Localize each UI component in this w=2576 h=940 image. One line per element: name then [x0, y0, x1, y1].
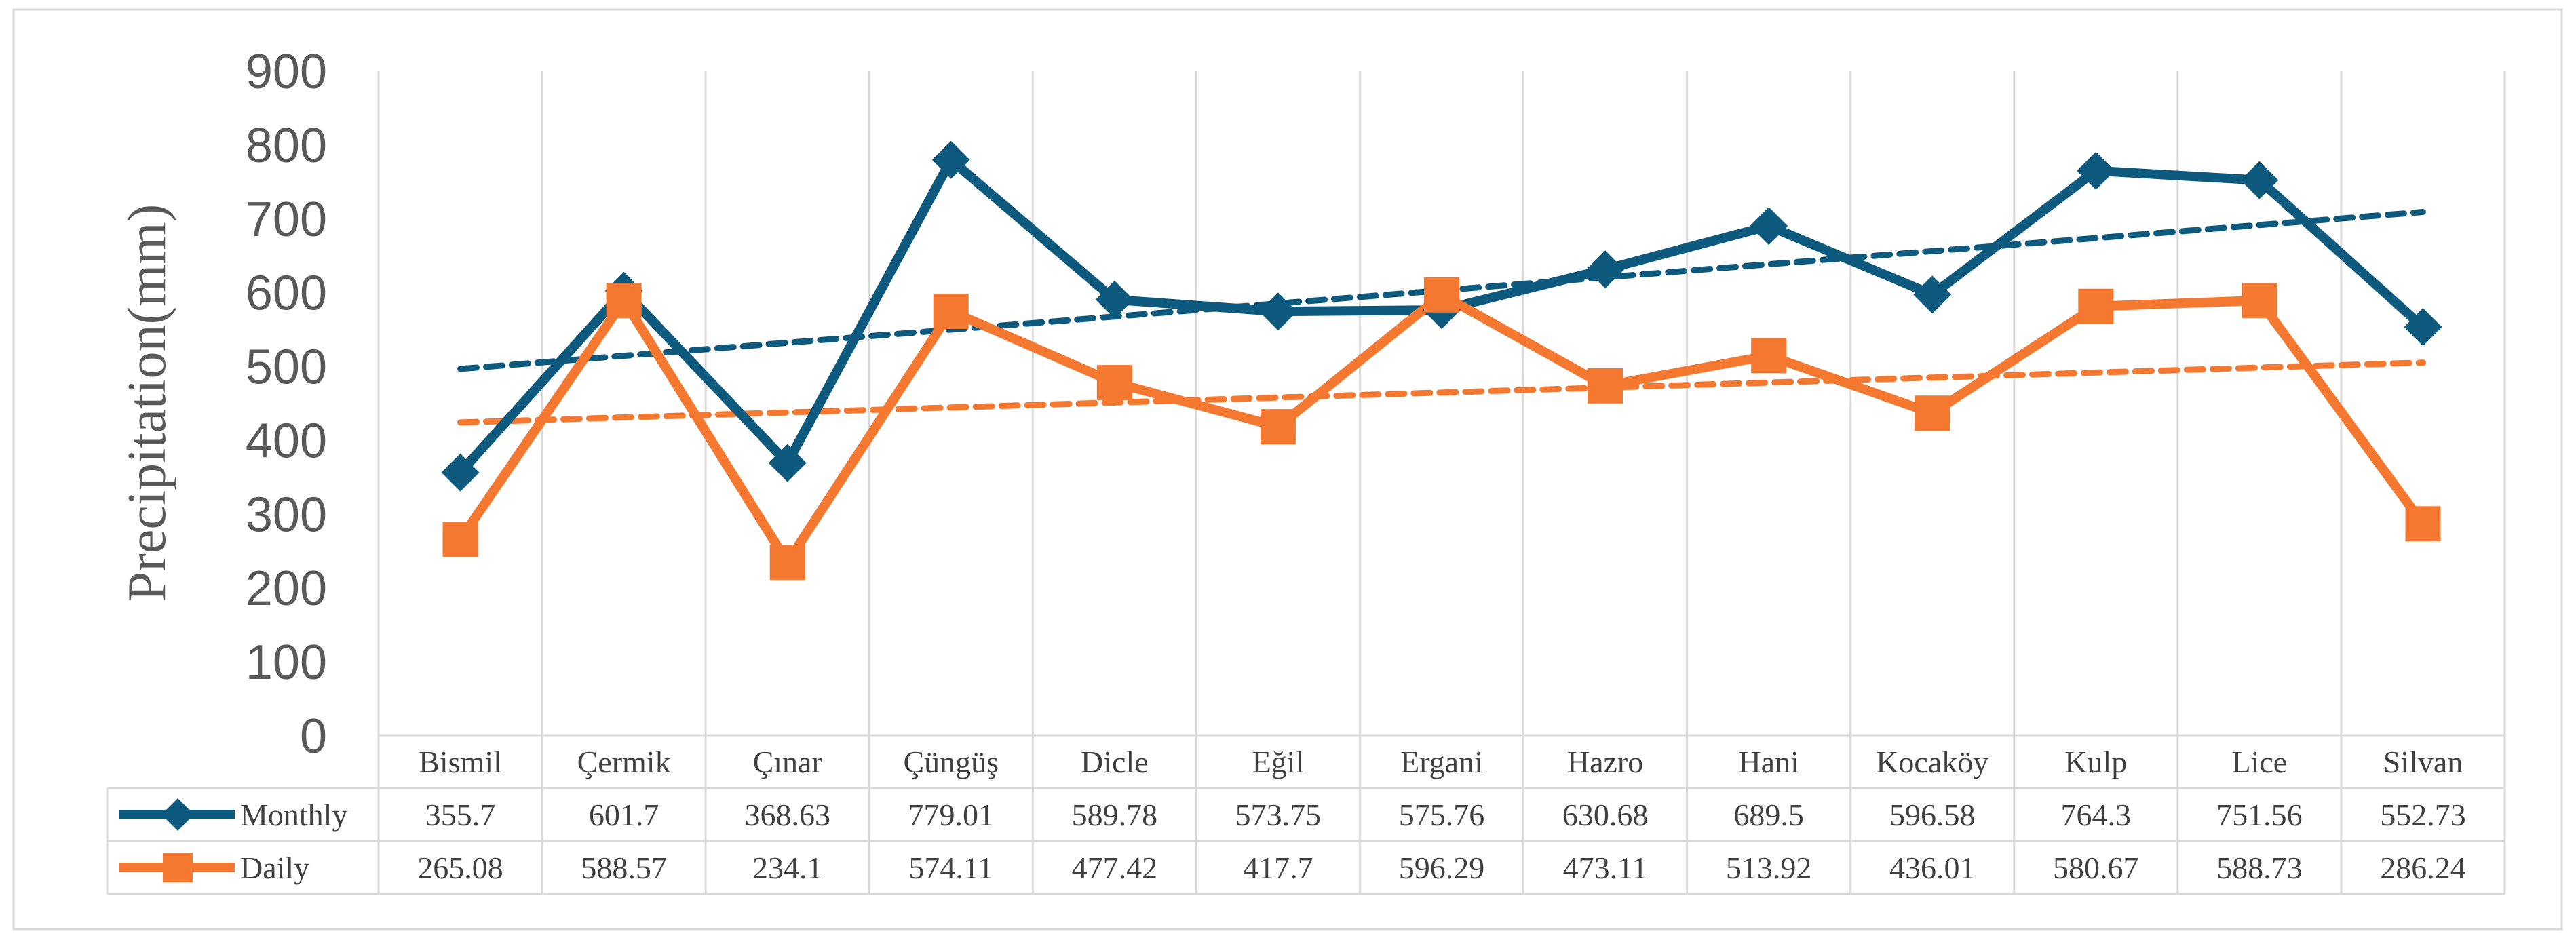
data-table: Bismil Çermik Çınar Çüngüş Dicle Eğil Ergani Ha… [106, 734, 2505, 895]
marker-square [1424, 277, 1459, 313]
y-tick-label: 900 [246, 45, 327, 99]
data-table-value: 368.63 [744, 798, 830, 832]
data-table-value: 473.11 [1563, 850, 1648, 885]
data-table-value: 751.56 [2216, 798, 2303, 832]
category-label: Dicle [1081, 745, 1149, 779]
marker-square [1260, 409, 1296, 445]
marker-diamond [161, 798, 194, 831]
marker-diamond [2404, 308, 2442, 347]
data-table-value: 601.7 [589, 798, 659, 832]
data-table-value: 596.58 [1889, 798, 1976, 832]
marker-square [442, 522, 478, 557]
category-label: Eğil [1252, 745, 1305, 779]
data-table-value: 477.42 [1072, 850, 1158, 885]
data-table-value: 234.1 [752, 850, 823, 885]
chart-border [12, 8, 2563, 931]
marker-square [606, 283, 642, 319]
data-table-value: 574.11 [908, 850, 993, 885]
grid [377, 71, 2506, 894]
data-table-value: 580.67 [2053, 850, 2139, 885]
marker-square [2242, 282, 2277, 318]
series-markers [441, 140, 2442, 581]
y-tick-label: 400 [246, 414, 327, 468]
marker-square [1588, 368, 1623, 404]
marker-square [163, 853, 193, 882]
y-axis-label: Precipitation(mm) [117, 204, 177, 602]
marker-diamond [931, 140, 970, 179]
data-table-value: 630.68 [1562, 798, 1649, 832]
marker-square [1915, 395, 1950, 431]
y-tick-label: 300 [246, 488, 327, 542]
data-table-value: 779.01 [908, 798, 995, 832]
marker-diamond [1258, 292, 1297, 331]
data-table-value: 265.08 [417, 850, 503, 885]
category-label: Hazro [1567, 745, 1643, 779]
category-label: Çüngüş [903, 745, 999, 779]
marker-diamond [1913, 275, 1952, 314]
legend-label: Daily [240, 850, 309, 885]
y-tick-label: 500 [246, 340, 327, 395]
data-table-value: 588.57 [581, 850, 667, 885]
marker-square [933, 293, 969, 329]
category-label: Bismil [419, 745, 502, 779]
marker-square [1751, 338, 1787, 374]
trendline [457, 359, 2426, 426]
marker-diamond [1750, 207, 1788, 246]
marker-square [2405, 506, 2441, 542]
category-label: Silvan [2383, 745, 2463, 779]
legend-label: Monthly [240, 798, 347, 832]
y-tick-label: 800 [246, 119, 327, 173]
y-tick-label: 100 [246, 635, 327, 690]
data-table-value: 689.5 [1733, 798, 1804, 832]
y-tick-label: 700 [246, 193, 327, 247]
data-table-value: 286.24 [2380, 850, 2466, 885]
marker-diamond [2077, 151, 2115, 190]
y-tick-label: 200 [246, 562, 327, 616]
category-label: Ergani [1400, 745, 1483, 779]
data-table-value: 513.92 [1726, 850, 1812, 885]
data-table-value: 436.01 [1889, 850, 1976, 885]
marker-square [769, 545, 805, 581]
data-table-value: 355.7 [425, 798, 496, 832]
marker-square [1096, 365, 1132, 401]
marker-diamond [768, 444, 807, 482]
y-tick-label: 600 [246, 267, 327, 321]
data-table-value: 573.75 [1235, 798, 1322, 832]
marker-diamond [1095, 280, 1134, 319]
data-table-value: 575.76 [1399, 798, 1485, 832]
category-label: Çermik [577, 745, 671, 779]
category-label: Çınar [753, 745, 822, 779]
y-axis: 0 100 200 300 400 500 600 700 800 900 [246, 45, 327, 764]
data-table-value: 417.7 [1243, 850, 1313, 885]
marker-diamond [2240, 161, 2279, 199]
category-label: Kulp [2064, 745, 2127, 779]
data-table-value: 764.3 [2061, 798, 2132, 832]
category-label: Kocaköy [1876, 745, 1988, 779]
y-tick-label: 0 [300, 709, 327, 764]
data-table-value: 589.78 [1072, 798, 1158, 832]
category-label: Lice [2232, 745, 2288, 779]
data-table-value: 596.29 [1399, 850, 1485, 885]
category-label: Hani [1738, 745, 1799, 779]
marker-square [2078, 288, 2114, 324]
marker-diamond [1586, 250, 1625, 289]
marker-diamond [441, 453, 480, 492]
data-table-value: 588.73 [2216, 850, 2303, 885]
data-table-value: 552.73 [2380, 798, 2466, 832]
